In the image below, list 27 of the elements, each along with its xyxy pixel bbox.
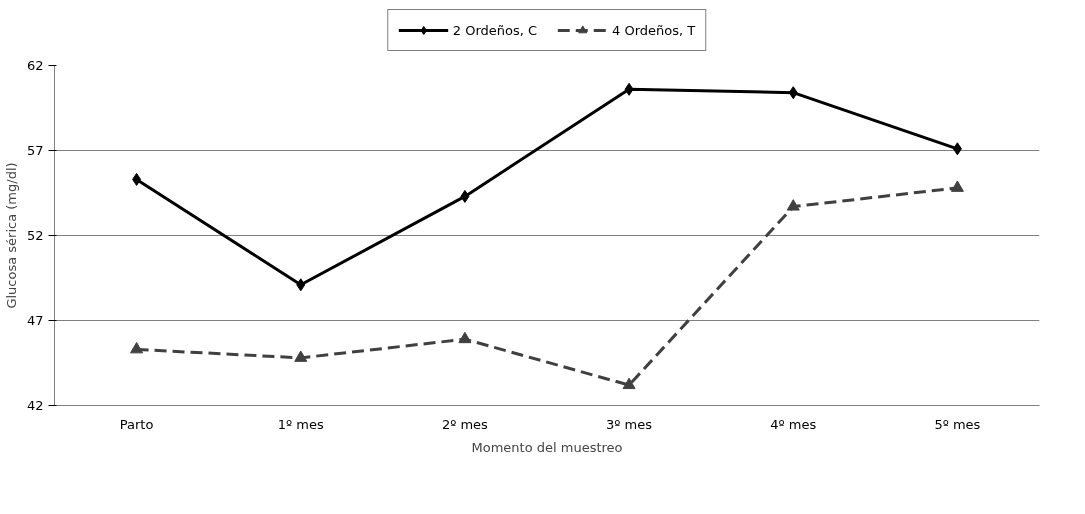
- point: [294, 350, 308, 362]
- x-tick-label: 1º mes: [277, 416, 324, 432]
- point: [132, 172, 142, 186]
- y-tick-label: 47: [26, 313, 44, 328]
- point: [460, 189, 470, 203]
- point: [622, 377, 636, 390]
- x-tick-label: 3º mes: [606, 416, 653, 432]
- y-tick-label: 62: [26, 58, 44, 73]
- y-tick-label: 52: [26, 228, 44, 243]
- point: [788, 86, 798, 100]
- point: [624, 82, 634, 96]
- x-axis-title: Momento del muestreo: [471, 439, 623, 455]
- point: [950, 180, 964, 192]
- point: [458, 331, 472, 344]
- x-tick-label: 4º mes: [770, 416, 817, 432]
- point: [786, 199, 800, 211]
- legend-label: 4 Ordeños, T: [612, 22, 696, 38]
- x-tick-label: 2º mes: [441, 416, 489, 432]
- y-tick-label: 42: [26, 398, 44, 413]
- y-axis-title: Glucosa sérica (mg/dl): [3, 162, 19, 309]
- x-tick-label: 5º mes: [934, 416, 981, 432]
- point: [130, 341, 144, 354]
- point: [296, 278, 306, 292]
- x-tick-label: Parto: [119, 416, 154, 432]
- point: [952, 142, 962, 156]
- y-tick-label: 57: [26, 143, 44, 158]
- legend-label: 2 Ordeños, C: [452, 22, 538, 38]
